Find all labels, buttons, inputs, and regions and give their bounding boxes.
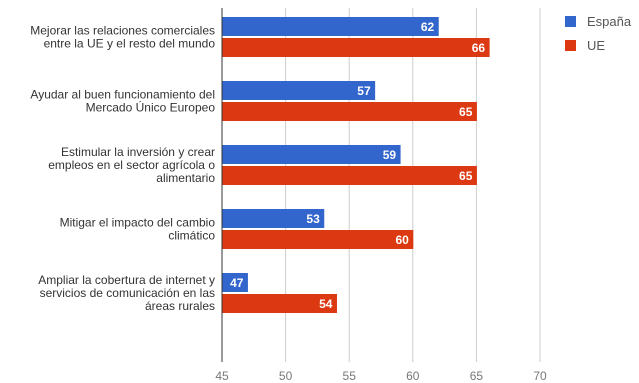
x-tick-label: 55 bbox=[343, 369, 357, 383]
data-label: 57 bbox=[357, 84, 371, 98]
data-label: 65 bbox=[459, 169, 473, 183]
x-tick-label: 65 bbox=[470, 369, 484, 383]
legend-label: UE bbox=[587, 38, 605, 53]
category-label: Mejorar las relaciones comerciales bbox=[30, 24, 215, 38]
category-label: Mercado Único Europeo bbox=[86, 100, 216, 115]
bar-ue bbox=[222, 230, 414, 249]
category-label: alimentario bbox=[156, 171, 215, 185]
category-label: entre la UE y el resto del mundo bbox=[44, 37, 216, 51]
bars: 62 66 57 65 59 65 53 60 47 54 bbox=[222, 17, 490, 313]
data-label: 59 bbox=[383, 148, 397, 162]
legend-swatch bbox=[565, 16, 576, 27]
data-label: 66 bbox=[472, 41, 486, 55]
data-label: 60 bbox=[395, 233, 409, 247]
legend-swatch bbox=[565, 40, 576, 51]
category-label: empleos en el sector agrícola o bbox=[48, 158, 215, 172]
category-labels: Mejorar las relaciones comercialesentre … bbox=[30, 24, 215, 314]
data-label: 53 bbox=[306, 212, 320, 226]
category-label: Estimular la inversión y crear bbox=[61, 145, 215, 159]
data-label: 47 bbox=[230, 276, 244, 290]
data-label: 54 bbox=[319, 297, 333, 311]
legend: España UE bbox=[565, 14, 632, 53]
bar-espana bbox=[222, 209, 325, 228]
bar-ue bbox=[222, 38, 490, 57]
x-tick-label: 70 bbox=[533, 369, 547, 383]
category-label: áreas rurales bbox=[145, 299, 215, 313]
x-tick-label: 60 bbox=[406, 369, 420, 383]
category-label: climático bbox=[168, 229, 215, 243]
category-label: Mitigar el impacto del cambio bbox=[60, 216, 216, 230]
category-label: servicios de comunicación en las bbox=[40, 286, 215, 300]
category-label: Ampliar la cobertura de internet y bbox=[38, 273, 215, 287]
x-tick-label: 45 bbox=[215, 369, 229, 383]
bar-espana bbox=[222, 17, 439, 36]
bar-ue bbox=[222, 294, 337, 313]
data-label: 62 bbox=[421, 20, 435, 34]
x-tick-label: 50 bbox=[279, 369, 293, 383]
bar-espana bbox=[222, 145, 401, 164]
bar-ue bbox=[222, 166, 477, 185]
legend-label: España bbox=[587, 14, 632, 29]
data-label: 65 bbox=[459, 105, 473, 119]
bar-espana bbox=[222, 273, 248, 292]
category-label: Ayudar al buen funcionamiento del bbox=[30, 88, 215, 102]
x-axis-ticks: 45 50 55 60 65 70 bbox=[215, 369, 547, 383]
bar-ue bbox=[222, 102, 477, 121]
bar-espana bbox=[222, 81, 376, 100]
